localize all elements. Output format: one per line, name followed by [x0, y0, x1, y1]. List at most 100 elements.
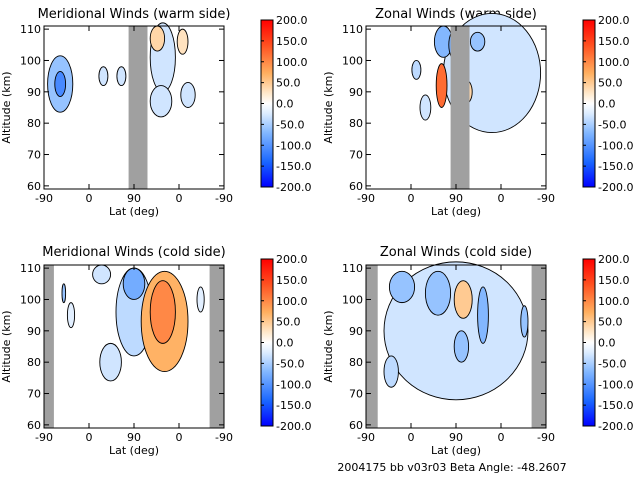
- colorbar-tick-label: 0.0: [276, 98, 294, 111]
- contour-region: [176, 28, 189, 55]
- contour-region: [520, 305, 529, 338]
- x-tick-label: -90: [357, 192, 375, 205]
- y-tick-label: 80: [27, 117, 41, 130]
- x-tick-label: -90: [537, 431, 555, 444]
- y-tick-label: 80: [27, 356, 41, 369]
- y-tick-label: 70: [349, 388, 363, 401]
- y-tick-label: 80: [349, 356, 363, 369]
- panel-zonal-warm: Zonal Winds (warm side) 60708090100110-9…: [322, 7, 633, 218]
- y-axis-label: Altitude (km): [0, 71, 13, 143]
- contour-region: [54, 71, 67, 97]
- y-tick-label: 100: [20, 293, 41, 306]
- y-tick-label: 70: [27, 388, 41, 401]
- panel-meridional-cold: Meridional Winds (cold side) 60 70 80 90 100…: [0, 245, 311, 457]
- colorbar-tick-label: -150.0: [276, 160, 311, 173]
- contour-region: [122, 267, 146, 300]
- contour-region: [98, 66, 109, 87]
- y-tick-label: 100: [342, 54, 363, 67]
- contour-region: [196, 286, 205, 313]
- y-tick-label: 60: [349, 180, 363, 193]
- x-tick-label: 90: [449, 431, 463, 444]
- contour-region: [383, 261, 529, 401]
- contour-region: [383, 355, 399, 388]
- x-tick-label: -90: [35, 431, 53, 444]
- colorbar-tick-label: 50.0: [276, 316, 301, 329]
- colorbar-tick-label: -200.0: [276, 181, 311, 194]
- colorbar-tick-label: -200.0: [598, 181, 633, 194]
- contour-region: [424, 270, 452, 316]
- colorbar-tick-label: 200.0: [598, 14, 630, 27]
- x-tick-label: -90: [215, 192, 233, 205]
- heatmap-area: [47, 22, 196, 189]
- contour-region: [92, 264, 112, 285]
- x-tick-label: -90: [357, 431, 375, 444]
- colorbar-tick-label: -50.0: [598, 118, 626, 131]
- footer-label: 2004175 bb v03r03 Beta Angle: -48.2607: [337, 461, 566, 474]
- x-tick-label: 90: [449, 192, 463, 205]
- contour-region: [66, 302, 76, 329]
- y-tick-label: 100: [20, 54, 41, 67]
- contour-region: [477, 286, 489, 344]
- colorbar-tick-label: -50.0: [276, 118, 304, 131]
- x-tick-label: 0: [176, 192, 183, 205]
- x-tick-label: 0: [498, 431, 505, 444]
- y-axis-label: Altitude (km): [322, 310, 335, 382]
- colorbar-tick-label: 150.0: [276, 35, 308, 48]
- contour-region: [149, 280, 176, 344]
- x-tick-label: 90: [127, 431, 141, 444]
- contour-region: [469, 31, 486, 52]
- contour-region: [99, 342, 122, 382]
- x-tick-label: 0: [498, 192, 505, 205]
- x-axis-label: Lat (deg): [431, 205, 481, 218]
- colorbar-tick-label: 100.0: [598, 295, 630, 308]
- heatmap-area: [44, 264, 224, 428]
- y-tick-label: 110: [342, 262, 363, 275]
- colorbar-tick-label: -50.0: [276, 357, 304, 370]
- colorbar-tick-label: 200.0: [598, 253, 630, 266]
- no-data-band: [531, 265, 546, 428]
- colorbar-tick-label: 50.0: [598, 77, 623, 90]
- colorbar-tick-label: 200.0: [276, 253, 308, 266]
- colorbar-tick-label: -150.0: [598, 399, 633, 412]
- x-tick-label: 0: [86, 431, 93, 444]
- panel-title: Zonal Winds (cold side): [380, 245, 532, 260]
- colorbar-tick-label: -50.0: [598, 357, 626, 370]
- contour-region: [180, 81, 196, 108]
- y-tick-label: 90: [349, 325, 363, 338]
- x-tick-label: -90: [35, 192, 53, 205]
- y-tick-label: 60: [27, 180, 41, 193]
- colorbar-tick-label: 100.0: [598, 56, 630, 69]
- colorbar-tick-label: -100.0: [276, 378, 311, 391]
- x-tick-label: -90: [537, 192, 555, 205]
- x-tick-label: 0: [176, 431, 183, 444]
- contour-region: [453, 330, 470, 363]
- y-tick-label: 110: [20, 23, 41, 36]
- colorbar-tick-label: 0.0: [598, 98, 616, 111]
- heatmap-area: [411, 13, 542, 189]
- contour-region: [411, 60, 422, 80]
- no-data-band: [44, 265, 54, 428]
- heatmap-area: [366, 261, 546, 428]
- no-data-band: [366, 265, 378, 428]
- x-tick-label: -90: [215, 431, 233, 444]
- y-axis-label: Altitude (km): [322, 71, 335, 143]
- x-tick-label: 0: [408, 431, 415, 444]
- y-axis-label: Altitude (km): [0, 310, 13, 382]
- contour-region: [388, 270, 416, 304]
- colorbar-tick-label: 100.0: [276, 56, 308, 69]
- colorbar-tick-label: 100.0: [276, 295, 308, 308]
- colorbar-tick-label: 150.0: [276, 274, 308, 287]
- y-tick-label: 60: [27, 419, 41, 432]
- no-data-band: [128, 26, 148, 189]
- colorbar-tick-label: -150.0: [276, 399, 311, 412]
- contour-region: [419, 94, 432, 121]
- panel-zonal-cold: Zonal Winds (cold side) 60 70 80 90 100 110 -9…: [322, 245, 633, 457]
- x-tick-label: 0: [408, 192, 415, 205]
- y-tick-label: 110: [342, 23, 363, 36]
- y-tick-label: 90: [27, 86, 41, 99]
- y-tick-label: 90: [27, 325, 41, 338]
- colorbar-tick-label: 200.0: [276, 14, 308, 27]
- colorbar-tick-label: -100.0: [598, 378, 633, 391]
- y-tick-label: 70: [349, 149, 363, 162]
